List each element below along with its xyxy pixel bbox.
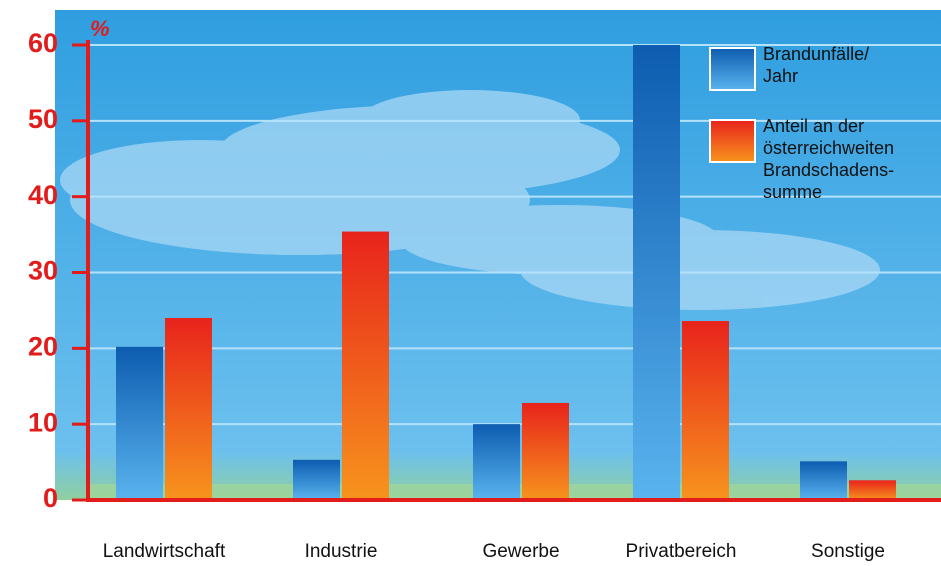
bar xyxy=(293,459,340,500)
x-tick-label: Gewerbe xyxy=(482,541,559,562)
clouds xyxy=(60,90,880,310)
x-tick-label: Privatbereich xyxy=(626,541,737,562)
legend-swatch xyxy=(709,47,756,91)
bar xyxy=(800,461,847,500)
x-tick-label: Industrie xyxy=(305,541,378,562)
x-tick-label: Landwirtschaft xyxy=(103,541,226,562)
bar xyxy=(116,346,163,500)
bar xyxy=(682,321,729,500)
legend-label: Anteil an der österreichweiten Brandscha… xyxy=(763,116,895,202)
y-tick-label: 40 xyxy=(28,180,58,210)
bar xyxy=(165,318,212,500)
bar xyxy=(342,231,389,501)
y-tick-label: 20 xyxy=(28,331,58,361)
bar xyxy=(633,45,680,500)
legend-swatch xyxy=(709,119,756,163)
bar xyxy=(849,480,896,500)
y-tick-label: 50 xyxy=(28,104,58,134)
bar xyxy=(522,402,569,500)
y-tick-label: 10 xyxy=(28,407,58,437)
y-tick-label: 60 xyxy=(28,28,58,58)
x-tick-label: Sonstige xyxy=(811,541,885,562)
legend-label: Brandunfälle/ Jahr xyxy=(763,44,870,86)
y-tick-label: 0 xyxy=(43,483,58,513)
bar xyxy=(473,424,520,500)
y-tick-label: 30 xyxy=(28,256,58,286)
y-unit: % xyxy=(90,16,110,41)
